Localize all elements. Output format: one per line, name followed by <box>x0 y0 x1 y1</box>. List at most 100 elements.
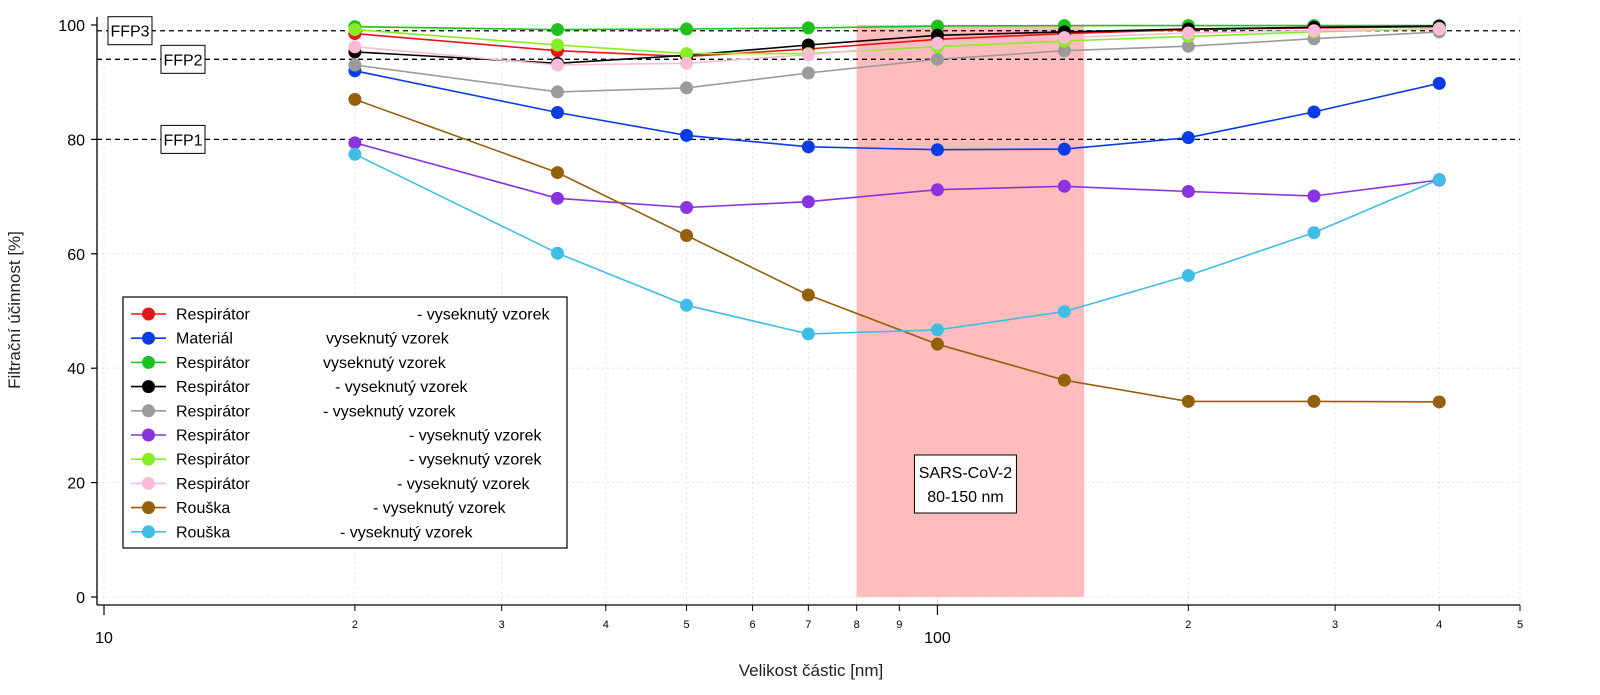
data-point <box>930 143 944 157</box>
legend-name: Respirátor <box>176 307 250 324</box>
data-point <box>1432 395 1446 409</box>
data-point <box>1181 184 1195 198</box>
legend-entry: Rouška - vyseknutý vzorek <box>131 524 473 541</box>
x-minor-tick-label: 2 <box>1185 619 1191 631</box>
data-point <box>680 228 694 242</box>
x-minor-tick-label: 5 <box>1517 619 1523 631</box>
legend-name: Respirátor <box>176 355 250 372</box>
sars-cov-2-label-box <box>913 454 1017 514</box>
legend-swatch-marker <box>142 380 155 394</box>
data-point <box>930 323 944 337</box>
legend-entry: Respirátor vyseknutý vzorek <box>131 355 447 372</box>
data-point <box>348 58 362 72</box>
series-10 <box>348 147 1446 341</box>
highlight-region-layer: SARS-CoV-2 80-150 nm <box>856 25 1085 597</box>
data-point <box>1307 105 1321 119</box>
data-point <box>801 140 815 154</box>
legend-entry: Materiál vyseknutý vzorek <box>131 331 450 348</box>
series-layer <box>348 19 1446 409</box>
legend-suffix: - vyseknutý vzorek <box>397 476 530 493</box>
x-minor-tick-label: 6 <box>749 619 755 631</box>
data-point <box>801 288 815 302</box>
x-minor-tick-label: 4 <box>603 619 609 631</box>
data-point <box>1181 26 1195 40</box>
data-point <box>680 81 694 95</box>
sars-cov-2-label-text: SARS-CoV-2 <box>919 465 1012 482</box>
data-point <box>550 85 564 99</box>
data-point <box>550 106 564 120</box>
legend-swatch-marker <box>142 428 155 442</box>
y-tick-label: 0 <box>76 590 85 607</box>
x-minor-tick-label: 9 <box>896 619 902 631</box>
data-point <box>1057 373 1071 387</box>
legend-entry: Respirátor - vyseknutý vzorek <box>131 476 530 493</box>
legend-entry: Respirátor - vyseknutý vzorek <box>131 379 468 396</box>
reference-label-box-ffp1 <box>160 124 206 154</box>
legend-name: Rouška <box>176 500 230 517</box>
legend-name: Respirátor <box>176 403 250 420</box>
y-axis-label: Filtrační účinnost [%] <box>5 231 24 389</box>
data-point <box>930 52 944 66</box>
data-point <box>801 327 815 341</box>
data-point <box>348 23 362 37</box>
x-minor-tick-label: 7 <box>805 619 811 631</box>
data-point <box>550 246 564 260</box>
legend-entry: Rouška - vyseknutý vzorek <box>131 500 506 517</box>
data-point <box>1432 76 1446 90</box>
x-axis-label: Velikost částic [nm] <box>739 661 884 680</box>
data-point <box>801 21 815 35</box>
data-point <box>1307 394 1321 408</box>
data-point <box>680 200 694 214</box>
x-minor-tick-label: 3 <box>1332 619 1338 631</box>
data-point <box>680 56 694 70</box>
x-major-tick-label: 10 <box>95 630 113 647</box>
legend-entry: Respirátor - vyseknutý vzorek <box>131 403 456 420</box>
data-point <box>801 195 815 209</box>
data-point <box>1057 305 1071 319</box>
data-point <box>680 128 694 142</box>
legend-suffix: - vyseknutý vzorek <box>373 500 506 517</box>
legend-suffix: - vyseknutý vzorek <box>409 452 542 469</box>
x-minor-tick-label: 4 <box>1436 619 1442 631</box>
legend-suffix: - vyseknutý vzorek <box>340 524 473 541</box>
x-minor-tick-label: 5 <box>683 619 689 631</box>
data-point <box>550 58 564 72</box>
legend-swatch-marker <box>142 355 155 369</box>
data-point <box>680 47 694 61</box>
legend-swatch-marker <box>142 452 155 466</box>
legend-suffix: vyseknutý vzorek <box>326 331 450 348</box>
data-point <box>1181 39 1195 53</box>
legend-swatch-marker <box>142 404 155 418</box>
data-point <box>1307 226 1321 240</box>
reference-label-ffp1: FFP1 <box>163 132 202 149</box>
legend-name: Respirátor <box>176 379 250 396</box>
legend-swatch-marker <box>142 501 155 515</box>
legend-entry: Respirátor - vyseknutý vzorek <box>131 307 550 324</box>
legend-name: Respirátor <box>176 476 250 493</box>
x-minor-tick-label: 3 <box>499 619 505 631</box>
data-point <box>550 166 564 180</box>
series-8 <box>348 22 1446 72</box>
data-point <box>1057 31 1071 45</box>
legend-suffix: - vyseknutý vzorek <box>335 379 468 396</box>
legend-suffix: - vyseknutý vzorek <box>409 428 542 445</box>
legend-entry: Respirátor - vyseknutý vzorek <box>131 452 542 469</box>
reference-label-ffp3: FFP3 <box>110 24 149 41</box>
data-point <box>1057 179 1071 193</box>
legend-box <box>122 296 568 549</box>
data-point <box>1057 44 1071 58</box>
y-tick-label: 60 <box>67 247 85 264</box>
data-point <box>348 40 362 54</box>
sars-cov-2-label-text: 80-150 nm <box>927 489 1004 506</box>
reference-label-box-ffp2 <box>160 44 206 74</box>
x-minor-tick-label: 8 <box>854 619 860 631</box>
x-minor-tick-label: 2 <box>352 619 358 631</box>
data-point <box>550 191 564 205</box>
x-major-tick-label: 100 <box>924 630 951 647</box>
data-point <box>1432 172 1446 186</box>
legend-suffix: vyseknutý vzorek <box>323 355 447 372</box>
legend-swatch-marker <box>142 331 155 345</box>
data-point <box>550 38 564 52</box>
data-point <box>801 48 815 62</box>
